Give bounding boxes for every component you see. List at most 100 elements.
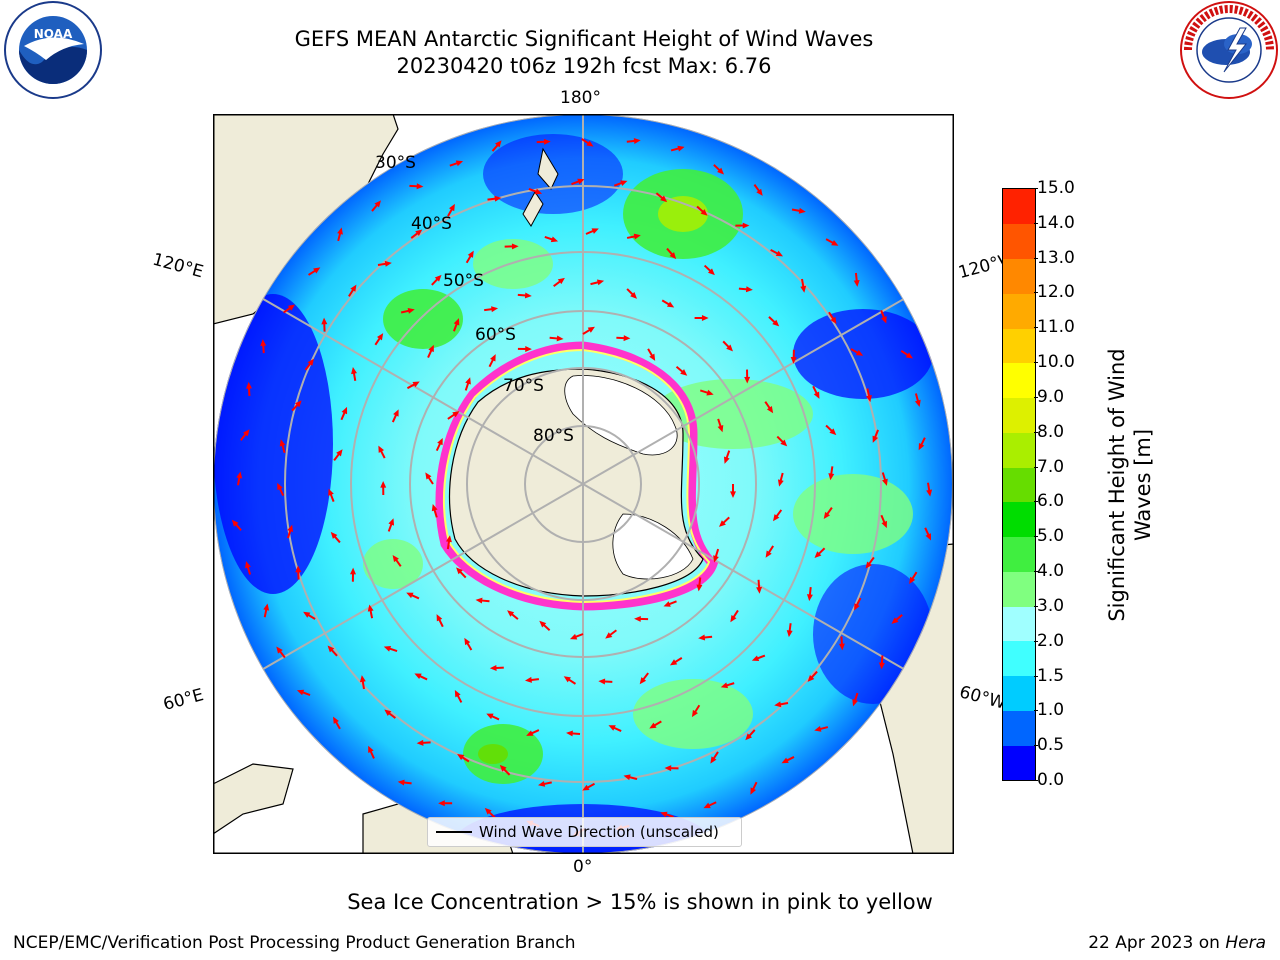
- wind-wave-arrow: [337, 227, 343, 242]
- wind-wave-arrow: [722, 340, 733, 352]
- colorbar-segment: [1003, 501, 1035, 538]
- wind-wave-arrow: [696, 577, 703, 592]
- wind-wave-arrow: [649, 720, 662, 729]
- wind-wave-arrow: [730, 609, 739, 623]
- wind-wave-arrow: [812, 385, 820, 399]
- colorbar-tick-label: 11.0: [1037, 317, 1075, 338]
- wind-wave-arrow: [464, 377, 471, 391]
- wind-wave-arrow: [655, 192, 668, 203]
- wind-wave-arrow: [696, 205, 708, 216]
- wind-wave-arrow: [563, 676, 577, 685]
- wind-wave-arrow: [698, 634, 713, 641]
- wind-wave-arrow: [926, 482, 933, 497]
- wind-wave-arrow: [536, 138, 551, 145]
- colorbar-tick-mark: [1034, 780, 1038, 781]
- footer-credit: NCEP/EMC/Verification Post Processing Pr…: [13, 933, 576, 953]
- legend-label: Wind Wave Direction (unscaled): [479, 823, 719, 841]
- wind-wave-arrow: [751, 654, 766, 661]
- wind-wave-arrow: [881, 472, 888, 486]
- colorbar-tick-label: 0.5: [1037, 735, 1065, 756]
- chart-subtitle: 20230420 t06z 192h fcst Max: 6.76: [396, 54, 772, 78]
- wind-wave-arrow: [260, 339, 267, 354]
- wind-wave-arrow: [626, 138, 641, 144]
- wind-wave-arrow: [517, 292, 532, 299]
- colorbar-tick-mark: [1034, 188, 1038, 189]
- wind-wave-arrow: [374, 333, 384, 346]
- wind-wave-arrow: [666, 247, 677, 260]
- wind-wave-arrow: [914, 393, 921, 408]
- wind-wave-arrow: [764, 401, 774, 414]
- wind-wave-arrow: [487, 195, 502, 202]
- svg-text:NOAA: NOAA: [34, 27, 73, 41]
- wind-wave-arrow: [279, 439, 286, 454]
- ice-shelf: [564, 375, 678, 456]
- wind-wave-arrow: [383, 645, 398, 653]
- latitude-label: 60°S: [475, 325, 516, 345]
- colorbar-tick-label: 8.0: [1037, 421, 1065, 442]
- wind-wave-arrow: [427, 344, 434, 358]
- wind-wave-arrow: [838, 636, 845, 651]
- wind-wave-arrow: [276, 646, 286, 659]
- colorbar-tick-label: 4.0: [1037, 561, 1065, 582]
- wind-wave-arrow: [891, 614, 903, 624]
- colorbar-segment: [1003, 258, 1035, 294]
- colorbar-tick-mark: [1034, 466, 1038, 468]
- wind-wave-arrow: [777, 472, 784, 487]
- wind-wave-arrow: [765, 545, 775, 558]
- wind-wave-arrow: [806, 587, 813, 602]
- wind-wave-arrow: [585, 228, 599, 235]
- wind-wave-arrow: [710, 751, 719, 764]
- colorbar-tick-mark: [1034, 222, 1038, 224]
- wind-wave-arrow: [814, 547, 826, 558]
- wind-wave-arrow: [735, 222, 750, 229]
- wind-wave-arrow: [489, 664, 504, 671]
- wind-wave-arrow: [872, 429, 880, 443]
- wind-wave-arrow: [776, 435, 788, 447]
- noaa-logo: NOAA: [4, 1, 102, 99]
- wind-wave-arrow: [286, 524, 293, 539]
- high-wave-zone: [793, 474, 913, 554]
- wind-wave-arrow: [703, 264, 715, 276]
- colorbar-segment: [1003, 328, 1035, 364]
- colorbar-tick-label: 10.0: [1037, 352, 1075, 373]
- wind-wave-arrow: [431, 503, 438, 518]
- wind-wave-arrow: [526, 729, 540, 736]
- colorbar-segment: [1003, 675, 1035, 711]
- colorbar-tick-label: 14.0: [1037, 212, 1075, 233]
- wind-wave-arrow: [730, 484, 736, 498]
- colorbar-tick-mark: [1034, 605, 1038, 607]
- wind-wave-arrow: [371, 200, 381, 212]
- chart-title: GEFS MEAN Antarctic Significant Height o…: [294, 27, 874, 51]
- wind-wave-arrow: [340, 406, 348, 421]
- wind-wave-arrow: [852, 692, 859, 707]
- wind-wave-arrow: [452, 318, 460, 332]
- latitude-label: 40°S: [411, 214, 452, 234]
- longitude-label-0: 0°: [573, 857, 593, 877]
- colorbar-tick-label: 7.0: [1037, 456, 1065, 477]
- wind-wave-arrow: [639, 672, 649, 685]
- wind-wave-arrow: [410, 229, 423, 239]
- colorbar-tick-mark: [1034, 292, 1038, 294]
- wind-wave-arrow: [694, 315, 709, 321]
- colorbar-tick-label: 1.0: [1037, 700, 1065, 721]
- wind-wave-arrow: [392, 554, 402, 567]
- wind-wave-arrow: [553, 277, 565, 287]
- wind-wave-arrow: [380, 480, 387, 495]
- wind-wave-arrow: [608, 725, 622, 732]
- colorbar-tick-mark: [1034, 501, 1038, 503]
- wind-wave-arrow: [246, 381, 252, 396]
- wind-wave-arrow: [416, 739, 431, 746]
- wind-wave-arrow: [348, 284, 357, 297]
- colorbar-tick-mark: [1034, 745, 1038, 747]
- footer-date-text: 22 Apr 2023 on: [1088, 933, 1226, 953]
- wind-wave-arrow: [488, 354, 496, 368]
- colorbar-tick-label: 0.0: [1037, 770, 1065, 790]
- wind-wave-arrow: [699, 389, 714, 396]
- wind-wave-arrow: [296, 689, 311, 696]
- meridian-line: [213, 269, 584, 485]
- wind-wave-arrow: [391, 409, 399, 423]
- wind-wave-arrow: [828, 466, 835, 481]
- wind-wave-arrow: [456, 567, 467, 579]
- wind-wave-arrow: [791, 207, 806, 214]
- wind-wave-arrow: [670, 145, 685, 152]
